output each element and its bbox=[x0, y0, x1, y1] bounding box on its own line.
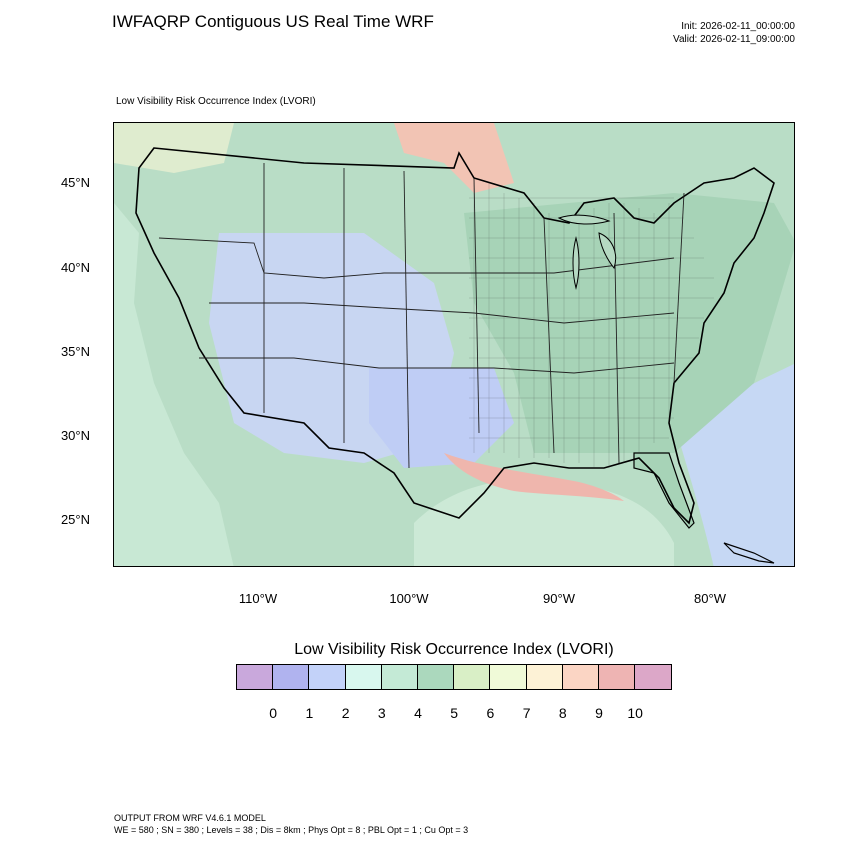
lon-label-100w: 100°W bbox=[389, 591, 429, 606]
field-label: Low Visibility Risk Occurrence Index (LV… bbox=[116, 96, 316, 107]
lat-label-25: 25°N bbox=[60, 512, 90, 527]
color-bar-swatch bbox=[417, 665, 455, 689]
plains-low-index bbox=[369, 368, 514, 468]
color-bar-swatch bbox=[381, 665, 418, 689]
color-bar-label: 2 bbox=[341, 705, 350, 721]
color-bar-label: 5 bbox=[450, 705, 459, 721]
color-bar-label: 0 bbox=[269, 705, 278, 721]
color-bar-swatch bbox=[635, 665, 672, 689]
init-time: Init: 2026-02-11_00:00:00 bbox=[681, 21, 795, 32]
color-bar-swatch bbox=[598, 665, 636, 689]
figure-title: IWFAQRP Contiguous US Real Time WRF bbox=[112, 12, 434, 31]
county-lines bbox=[469, 183, 714, 468]
model-footer: OUTPUT FROM WRF V4.6.1 MODEL WE = 580 ; … bbox=[114, 812, 468, 836]
lon-label-110w: 110°W bbox=[238, 591, 278, 606]
legend-title: Low Visibility Risk Occurrence Index (LV… bbox=[294, 641, 614, 658]
footer-line-2: WE = 580 ; SN = 380 ; Levels = 38 ; Dis … bbox=[114, 825, 469, 835]
color-bar-label: 6 bbox=[486, 705, 495, 721]
map-panel bbox=[113, 122, 795, 567]
color-bar-swatch bbox=[237, 665, 274, 689]
color-bar-swatch bbox=[526, 665, 563, 689]
florida bbox=[633, 452, 695, 529]
color-bar-swatch bbox=[490, 665, 527, 689]
color-bar-label: 1 bbox=[305, 705, 314, 721]
lat-label-40: 40°N bbox=[60, 260, 90, 275]
lat-label-30: 30°N bbox=[60, 428, 90, 443]
run-times: Init: 2026-02-11_00:00:00 Valid: 2026-02… bbox=[673, 20, 795, 46]
color-bar-swatch bbox=[345, 665, 382, 689]
color-bar-swatch bbox=[309, 665, 346, 689]
color-bar-label: 9 bbox=[595, 705, 603, 721]
color-bar-swatch bbox=[562, 665, 599, 689]
pacific-ocean bbox=[114, 203, 234, 566]
lake-superior bbox=[557, 214, 611, 225]
lake-michigan bbox=[572, 236, 580, 290]
gulf-of-mexico bbox=[414, 479, 674, 566]
color-bar-label: 8 bbox=[558, 705, 567, 721]
lon-label-80w: 80°W bbox=[694, 591, 726, 606]
lon-label-90w: 90°W bbox=[543, 591, 575, 606]
lat-label-45: 45°N bbox=[60, 175, 90, 190]
color-bar bbox=[236, 664, 673, 690]
us-map bbox=[114, 123, 794, 566]
color-bar-swatch bbox=[273, 665, 310, 689]
color-bar-swatch bbox=[454, 665, 491, 689]
valid-time: Valid: 2026-02-11_09:00:00 bbox=[673, 34, 795, 45]
gulf-coast-warm bbox=[444, 453, 624, 501]
caribbean-islands bbox=[723, 542, 775, 564]
northern-warm-patch bbox=[394, 123, 514, 193]
footer-line-1: OUTPUT FROM WRF V4.6.1 MODEL bbox=[114, 813, 266, 823]
color-bar-label: 3 bbox=[377, 705, 386, 721]
color-bar-label: 10 bbox=[627, 705, 643, 721]
lat-label-35: 35°N bbox=[60, 344, 90, 359]
lake-huron bbox=[598, 232, 617, 270]
color-bar-label: 4 bbox=[414, 705, 422, 721]
color-bar-label: 7 bbox=[522, 705, 531, 721]
us-border bbox=[135, 147, 775, 525]
